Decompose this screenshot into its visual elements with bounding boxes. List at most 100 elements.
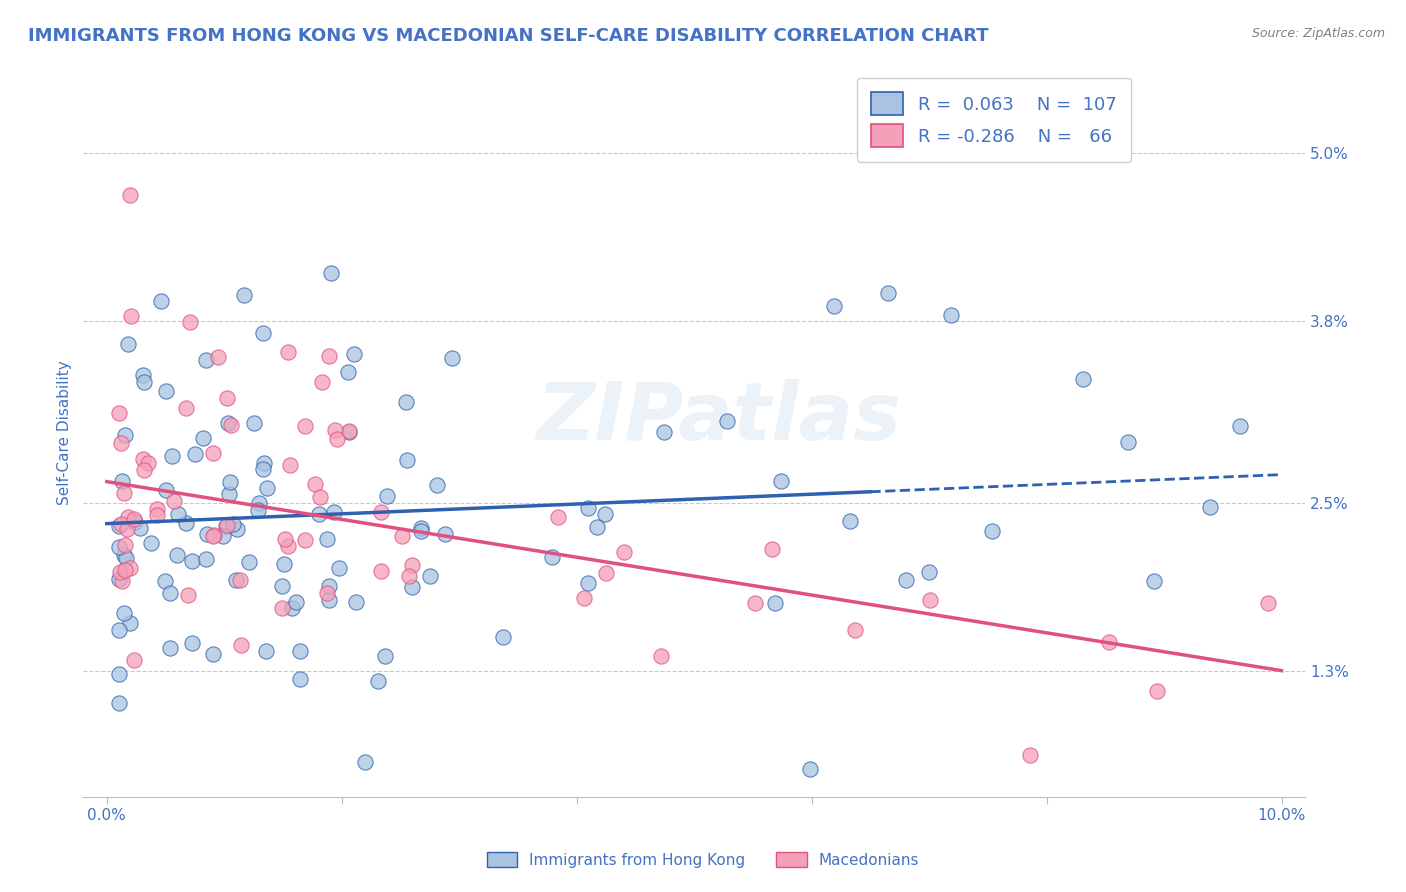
- Point: [120, 187, 142, 202]
- Point: [253, 456, 276, 470]
- Point: [153, 574, 176, 588]
- Point: [323, 505, 346, 519]
- Point: [1229, 419, 1251, 434]
- Point: [576, 575, 599, 590]
- Point: [117, 336, 139, 351]
- Text: ZIPatlas: ZIPatlas: [536, 379, 901, 457]
- Point: [181, 554, 204, 568]
- Point: [344, 595, 367, 609]
- Point: [180, 636, 202, 650]
- Point: [434, 527, 457, 541]
- Point: [167, 507, 190, 521]
- Point: [114, 428, 136, 442]
- Point: [823, 299, 845, 313]
- Point: [716, 413, 738, 427]
- Point: [145, 502, 167, 516]
- Point: [114, 563, 136, 577]
- Point: [117, 510, 139, 524]
- Point: [229, 573, 252, 587]
- Point: [273, 557, 295, 571]
- Point: [343, 347, 366, 361]
- Text: Source: ZipAtlas.com: Source: ZipAtlas.com: [1251, 27, 1385, 40]
- Point: [107, 541, 129, 555]
- Point: [370, 505, 392, 519]
- Point: [918, 565, 941, 579]
- Point: [233, 288, 256, 302]
- Point: [325, 432, 347, 446]
- Point: [1143, 574, 1166, 588]
- Point: [353, 755, 375, 769]
- Point: [319, 266, 342, 280]
- Point: [492, 630, 515, 644]
- Point: [134, 462, 156, 476]
- Point: [159, 586, 181, 600]
- Point: [195, 552, 218, 566]
- Point: [217, 416, 239, 430]
- Point: [336, 365, 359, 379]
- Point: [201, 446, 224, 460]
- Point: [214, 519, 236, 533]
- Point: [271, 579, 294, 593]
- Point: [391, 529, 413, 543]
- Point: [252, 462, 274, 476]
- Y-axis label: Self-Care Disability: Self-Care Disability: [58, 360, 72, 505]
- Point: [108, 565, 131, 579]
- Point: [107, 667, 129, 681]
- Point: [586, 520, 609, 534]
- Point: [195, 353, 218, 368]
- Point: [201, 648, 224, 662]
- Point: [572, 591, 595, 605]
- Point: [1146, 684, 1168, 698]
- Point: [1257, 595, 1279, 609]
- Point: [288, 672, 311, 686]
- Point: [201, 529, 224, 543]
- Point: [218, 487, 240, 501]
- Point: [541, 550, 564, 565]
- Point: [141, 536, 163, 550]
- Point: [595, 566, 617, 581]
- Point: [652, 425, 675, 439]
- Point: [179, 315, 201, 329]
- Point: [288, 643, 311, 657]
- Point: [877, 286, 900, 301]
- Point: [218, 475, 240, 490]
- Point: [138, 456, 160, 470]
- Point: [215, 391, 238, 405]
- Point: [395, 395, 418, 409]
- Point: [280, 601, 302, 615]
- Point: [318, 579, 340, 593]
- Point: [166, 548, 188, 562]
- Point: [107, 624, 129, 638]
- Point: [132, 375, 155, 389]
- Point: [304, 476, 326, 491]
- Point: [401, 558, 423, 572]
- Point: [294, 533, 316, 548]
- Point: [744, 596, 766, 610]
- Point: [308, 508, 330, 522]
- Point: [238, 555, 260, 569]
- Point: [146, 508, 169, 522]
- Legend: Immigrants from Hong Kong, Macedonians: Immigrants from Hong Kong, Macedonians: [479, 844, 927, 875]
- Point: [219, 418, 242, 433]
- Point: [110, 516, 132, 531]
- Point: [110, 436, 132, 450]
- Point: [769, 475, 792, 489]
- Point: [1019, 747, 1042, 762]
- Point: [894, 573, 917, 587]
- Point: [155, 384, 177, 398]
- Point: [177, 588, 200, 602]
- Point: [761, 541, 783, 556]
- Point: [254, 644, 277, 658]
- Point: [918, 593, 941, 607]
- Point: [111, 574, 134, 588]
- Point: [174, 516, 197, 530]
- Point: [131, 368, 153, 382]
- Point: [593, 507, 616, 521]
- Point: [294, 418, 316, 433]
- Point: [409, 524, 432, 538]
- Point: [284, 594, 307, 608]
- Point: [441, 351, 464, 366]
- Point: [1071, 372, 1094, 386]
- Point: [547, 510, 569, 524]
- Point: [129, 521, 152, 535]
